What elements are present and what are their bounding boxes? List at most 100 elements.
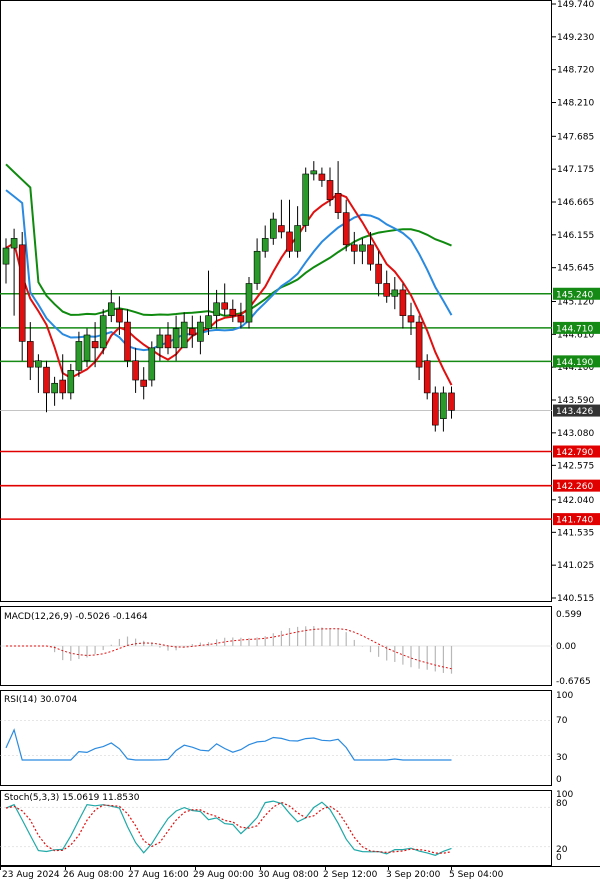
bull-candle [310, 170, 318, 175]
price-label: 146.665 [557, 198, 594, 208]
bear-candle [132, 360, 139, 381]
bull-candle [205, 315, 212, 329]
bear-candle [383, 283, 391, 297]
time-axis: 23 Aug 2024 26 Aug 08:00 27 Aug 16:00 29… [2, 870, 504, 880]
rsi-title: RSI(14) 30.0704 [4, 695, 77, 705]
bull-candle [302, 173, 310, 226]
support-level-tag [553, 445, 600, 458]
stoch-scale-0: 0 [556, 853, 562, 863]
price-axis: 149.740 149.230 148.720 148.210 147.685 147.1… [552, 0, 600, 604]
macd-title: MACD(12,26,9) -0.5026 -0.1464 [4, 612, 148, 622]
bull-candle [108, 302, 115, 316]
resistance-level-label: 145.240 [556, 290, 593, 300]
bull-candle [359, 244, 366, 252]
bull-candle [253, 250, 261, 284]
bear-candle [350, 244, 358, 252]
macd-signal-line [6, 628, 452, 670]
rsi-scale-70: 70 [556, 716, 568, 726]
ma-slow-line [5, 163, 452, 317]
time-label: 26 Aug 08:00 [63, 870, 124, 880]
resistance-level-tag [553, 287, 600, 300]
bear-candle [189, 328, 196, 336]
bear-candle [318, 173, 326, 181]
price-label: 145.645 [557, 264, 594, 274]
price-label: 143.590 [557, 396, 594, 406]
price-label: 143.080 [557, 429, 594, 439]
rsi-scale-0: 0 [556, 775, 562, 785]
support-level-tag [553, 513, 600, 526]
bull-candle [148, 347, 156, 381]
bear-candle [59, 379, 67, 394]
price-label: 147.175 [557, 165, 594, 175]
bull-candle [269, 218, 277, 239]
rsi-panel [0, 720, 552, 761]
bear-candle [407, 315, 415, 323]
resistance-level-label: 144.190 [556, 358, 593, 368]
stoch-scale-80: 80 [556, 799, 568, 809]
price-label: 145.120 [557, 297, 594, 307]
stoch-scale-100: 100 [556, 790, 573, 800]
bull-candle [213, 302, 220, 316]
bear-candle [286, 231, 293, 252]
bear-candle [26, 341, 34, 368]
support-level-tag [553, 479, 600, 492]
rsi-line [5, 728, 452, 761]
bull-candle [440, 392, 447, 419]
panel-border [0, 0, 552, 602]
time-label: 23 Aug 2024 [2, 870, 60, 880]
price-label: 147.685 [557, 132, 594, 142]
bear-candle [375, 263, 382, 284]
bull-candle [172, 328, 180, 349]
bull-candle [51, 382, 58, 394]
bear-candle [140, 379, 147, 387]
price-label: 144.610 [557, 330, 594, 340]
resistance-level-label: 144.710 [556, 324, 593, 334]
bear-candle [415, 321, 423, 368]
bear-candle [18, 244, 26, 342]
price-label: 144.100 [557, 363, 594, 373]
time-label: 2 Sep 12:00 [323, 870, 378, 880]
rsi-scale-100: 100 [556, 691, 573, 701]
bear-candle [124, 321, 131, 362]
ma-mid-line [5, 189, 453, 352]
price-label: 148.720 [557, 66, 594, 76]
rsi-scale-30: 30 [556, 753, 568, 763]
macd-scale-mid: 0.00 [556, 642, 576, 652]
bull-candle [294, 225, 301, 252]
bull-candle [10, 238, 18, 249]
macd-scale-bottom: -0.6765 [556, 677, 591, 687]
bull-candle [197, 321, 204, 342]
bear-candle [43, 366, 50, 394]
time-label: 27 Aug 16:00 [128, 870, 189, 880]
support-level-label: 142.260 [556, 482, 593, 492]
bear-candle [221, 302, 228, 310]
macd-panel [0, 626, 552, 674]
bear-candle [423, 360, 431, 394]
price-label: 149.230 [557, 33, 594, 43]
bear-candle [342, 212, 350, 246]
bear-candle [278, 225, 285, 233]
support-level-label: 141.740 [556, 516, 593, 526]
bear-candle [431, 392, 439, 426]
horizontal-levels [0, 292, 552, 520]
stoch-k-line [5, 800, 452, 856]
panel-border [0, 690, 552, 786]
bull-candle [35, 360, 42, 368]
bull-candle [180, 321, 188, 349]
bull-candle [156, 334, 164, 349]
price-label: 140.515 [557, 594, 594, 604]
stoch-scale-20: 20 [556, 845, 568, 855]
bull-candle [99, 315, 107, 349]
price-label: 149.740 [557, 0, 594, 10]
bear-candle [229, 308, 237, 316]
resistance-level-tag [553, 321, 600, 334]
time-label: 3 Sep 20:00 [386, 870, 441, 880]
resistance-level-tag [553, 355, 600, 368]
bull-candle [2, 247, 10, 265]
ma-fast-line [5, 192, 453, 386]
price-label: 148.210 [557, 99, 594, 109]
stoch-title: Stoch(5,3,3) 15.0619 11.8530 [4, 793, 140, 803]
stoch-d-line [5, 801, 452, 854]
